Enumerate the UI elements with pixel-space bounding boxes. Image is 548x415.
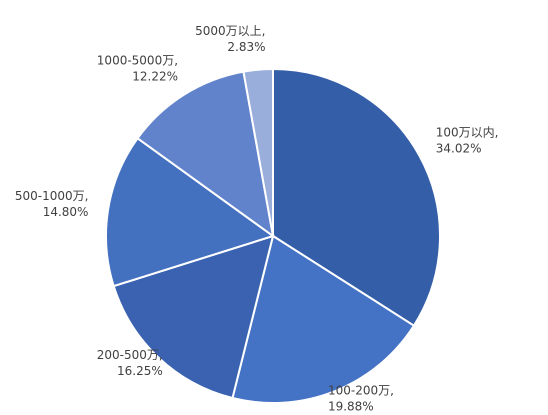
slice-value: 12.22% <box>132 70 178 84</box>
slice-label: 5000万以上, <box>195 24 265 38</box>
slice-value: 2.83% <box>227 40 265 54</box>
pie-slice <box>136 70 275 239</box>
slice-label: 100-200万, <box>328 383 394 397</box>
slice-label: 1000-5000万, <box>97 54 178 68</box>
slice-value: 16.25% <box>117 364 163 378</box>
pie-slice <box>112 234 275 400</box>
slice-value: 34.02% <box>436 142 482 156</box>
slice-value: 19.88% <box>328 399 374 413</box>
slice-value: 14.80% <box>43 205 89 219</box>
slice-label: 200-500万, <box>97 348 163 362</box>
slice-label: 500-1000万, <box>15 189 89 203</box>
pie-slice <box>242 67 274 237</box>
pie-slice <box>105 136 276 288</box>
slice-label: 100万以内, <box>436 126 499 140</box>
pie-slice <box>231 234 416 404</box>
